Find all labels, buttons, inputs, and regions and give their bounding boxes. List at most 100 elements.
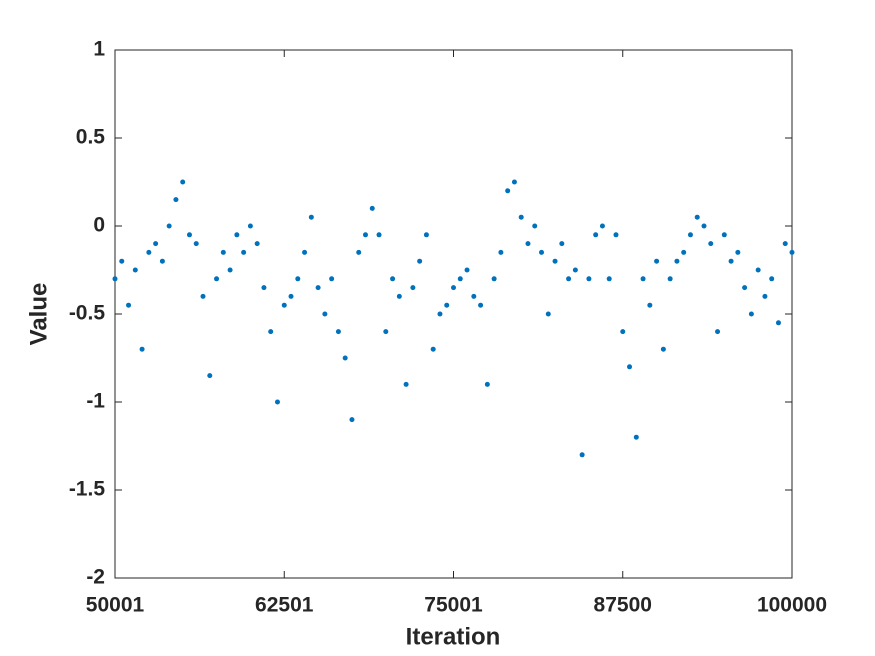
y-tick-label: 0.5	[76, 126, 106, 149]
point	[281, 302, 287, 308]
point	[444, 302, 450, 308]
point	[769, 276, 775, 282]
point	[464, 267, 470, 273]
point	[166, 223, 172, 229]
point	[620, 329, 626, 335]
point	[268, 329, 274, 335]
point	[214, 276, 220, 282]
point	[559, 241, 565, 247]
point	[708, 241, 714, 247]
point	[505, 188, 511, 194]
point	[153, 241, 159, 247]
point	[126, 302, 132, 308]
point	[139, 346, 145, 352]
point	[423, 232, 429, 238]
point	[715, 329, 721, 335]
point	[356, 249, 362, 255]
point	[220, 249, 226, 255]
x-axis-label: Iteration	[406, 623, 501, 650]
point	[112, 276, 118, 282]
point	[667, 276, 673, 282]
point	[498, 249, 504, 255]
point	[674, 258, 680, 264]
point	[119, 258, 125, 264]
point	[132, 267, 138, 273]
point	[146, 249, 152, 255]
point	[511, 179, 517, 185]
point	[748, 311, 754, 317]
point	[234, 232, 240, 238]
point	[342, 355, 348, 361]
point	[539, 249, 545, 255]
y-tick-label: -1	[86, 390, 105, 413]
point	[308, 214, 314, 220]
point	[288, 293, 294, 299]
x-tick-label: 100000	[757, 594, 827, 617]
point	[193, 241, 199, 247]
point	[579, 452, 585, 458]
point	[471, 293, 477, 299]
point	[159, 258, 165, 264]
point	[633, 434, 639, 440]
point	[261, 285, 267, 291]
y-tick-label: -1.5	[69, 478, 106, 501]
y-axis-label: Value	[25, 283, 52, 346]
point	[572, 267, 578, 273]
point	[762, 293, 768, 299]
point	[410, 285, 416, 291]
point	[295, 276, 301, 282]
point	[545, 311, 551, 317]
point	[200, 293, 206, 299]
point	[491, 276, 497, 282]
point	[390, 276, 396, 282]
point	[186, 232, 192, 238]
y-tick-label: -2	[86, 566, 105, 589]
y-tick-label: -0.5	[69, 302, 106, 325]
point	[274, 399, 280, 405]
point	[775, 320, 781, 326]
point	[552, 258, 558, 264]
point	[349, 417, 355, 423]
point	[660, 346, 666, 352]
point	[180, 179, 186, 185]
point	[687, 232, 693, 238]
point	[728, 258, 734, 264]
point	[417, 258, 423, 264]
point	[478, 302, 484, 308]
point	[694, 214, 700, 220]
point	[369, 205, 375, 211]
point	[782, 241, 788, 247]
point	[755, 267, 761, 273]
y-tick-label: 1	[93, 38, 105, 61]
point	[735, 249, 741, 255]
point	[315, 285, 321, 291]
point	[606, 276, 612, 282]
point	[383, 329, 389, 335]
point	[742, 285, 748, 291]
point	[227, 267, 233, 273]
point	[430, 346, 436, 352]
x-tick-label: 87500	[594, 594, 652, 617]
point	[627, 364, 633, 370]
x-tick-label: 75001	[424, 594, 483, 617]
point	[457, 276, 463, 282]
point	[532, 223, 538, 229]
point	[484, 381, 490, 387]
point	[437, 311, 443, 317]
point	[586, 276, 592, 282]
point	[647, 302, 653, 308]
point	[362, 232, 368, 238]
x-tick-label: 50001	[86, 594, 145, 617]
point	[335, 329, 341, 335]
point	[613, 232, 619, 238]
point	[681, 249, 687, 255]
point	[593, 232, 599, 238]
point	[518, 214, 524, 220]
point	[254, 241, 260, 247]
point	[329, 276, 335, 282]
point	[207, 373, 213, 379]
plot-frame	[114, 49, 793, 579]
point	[789, 249, 795, 255]
point	[173, 197, 179, 203]
point	[322, 311, 328, 317]
